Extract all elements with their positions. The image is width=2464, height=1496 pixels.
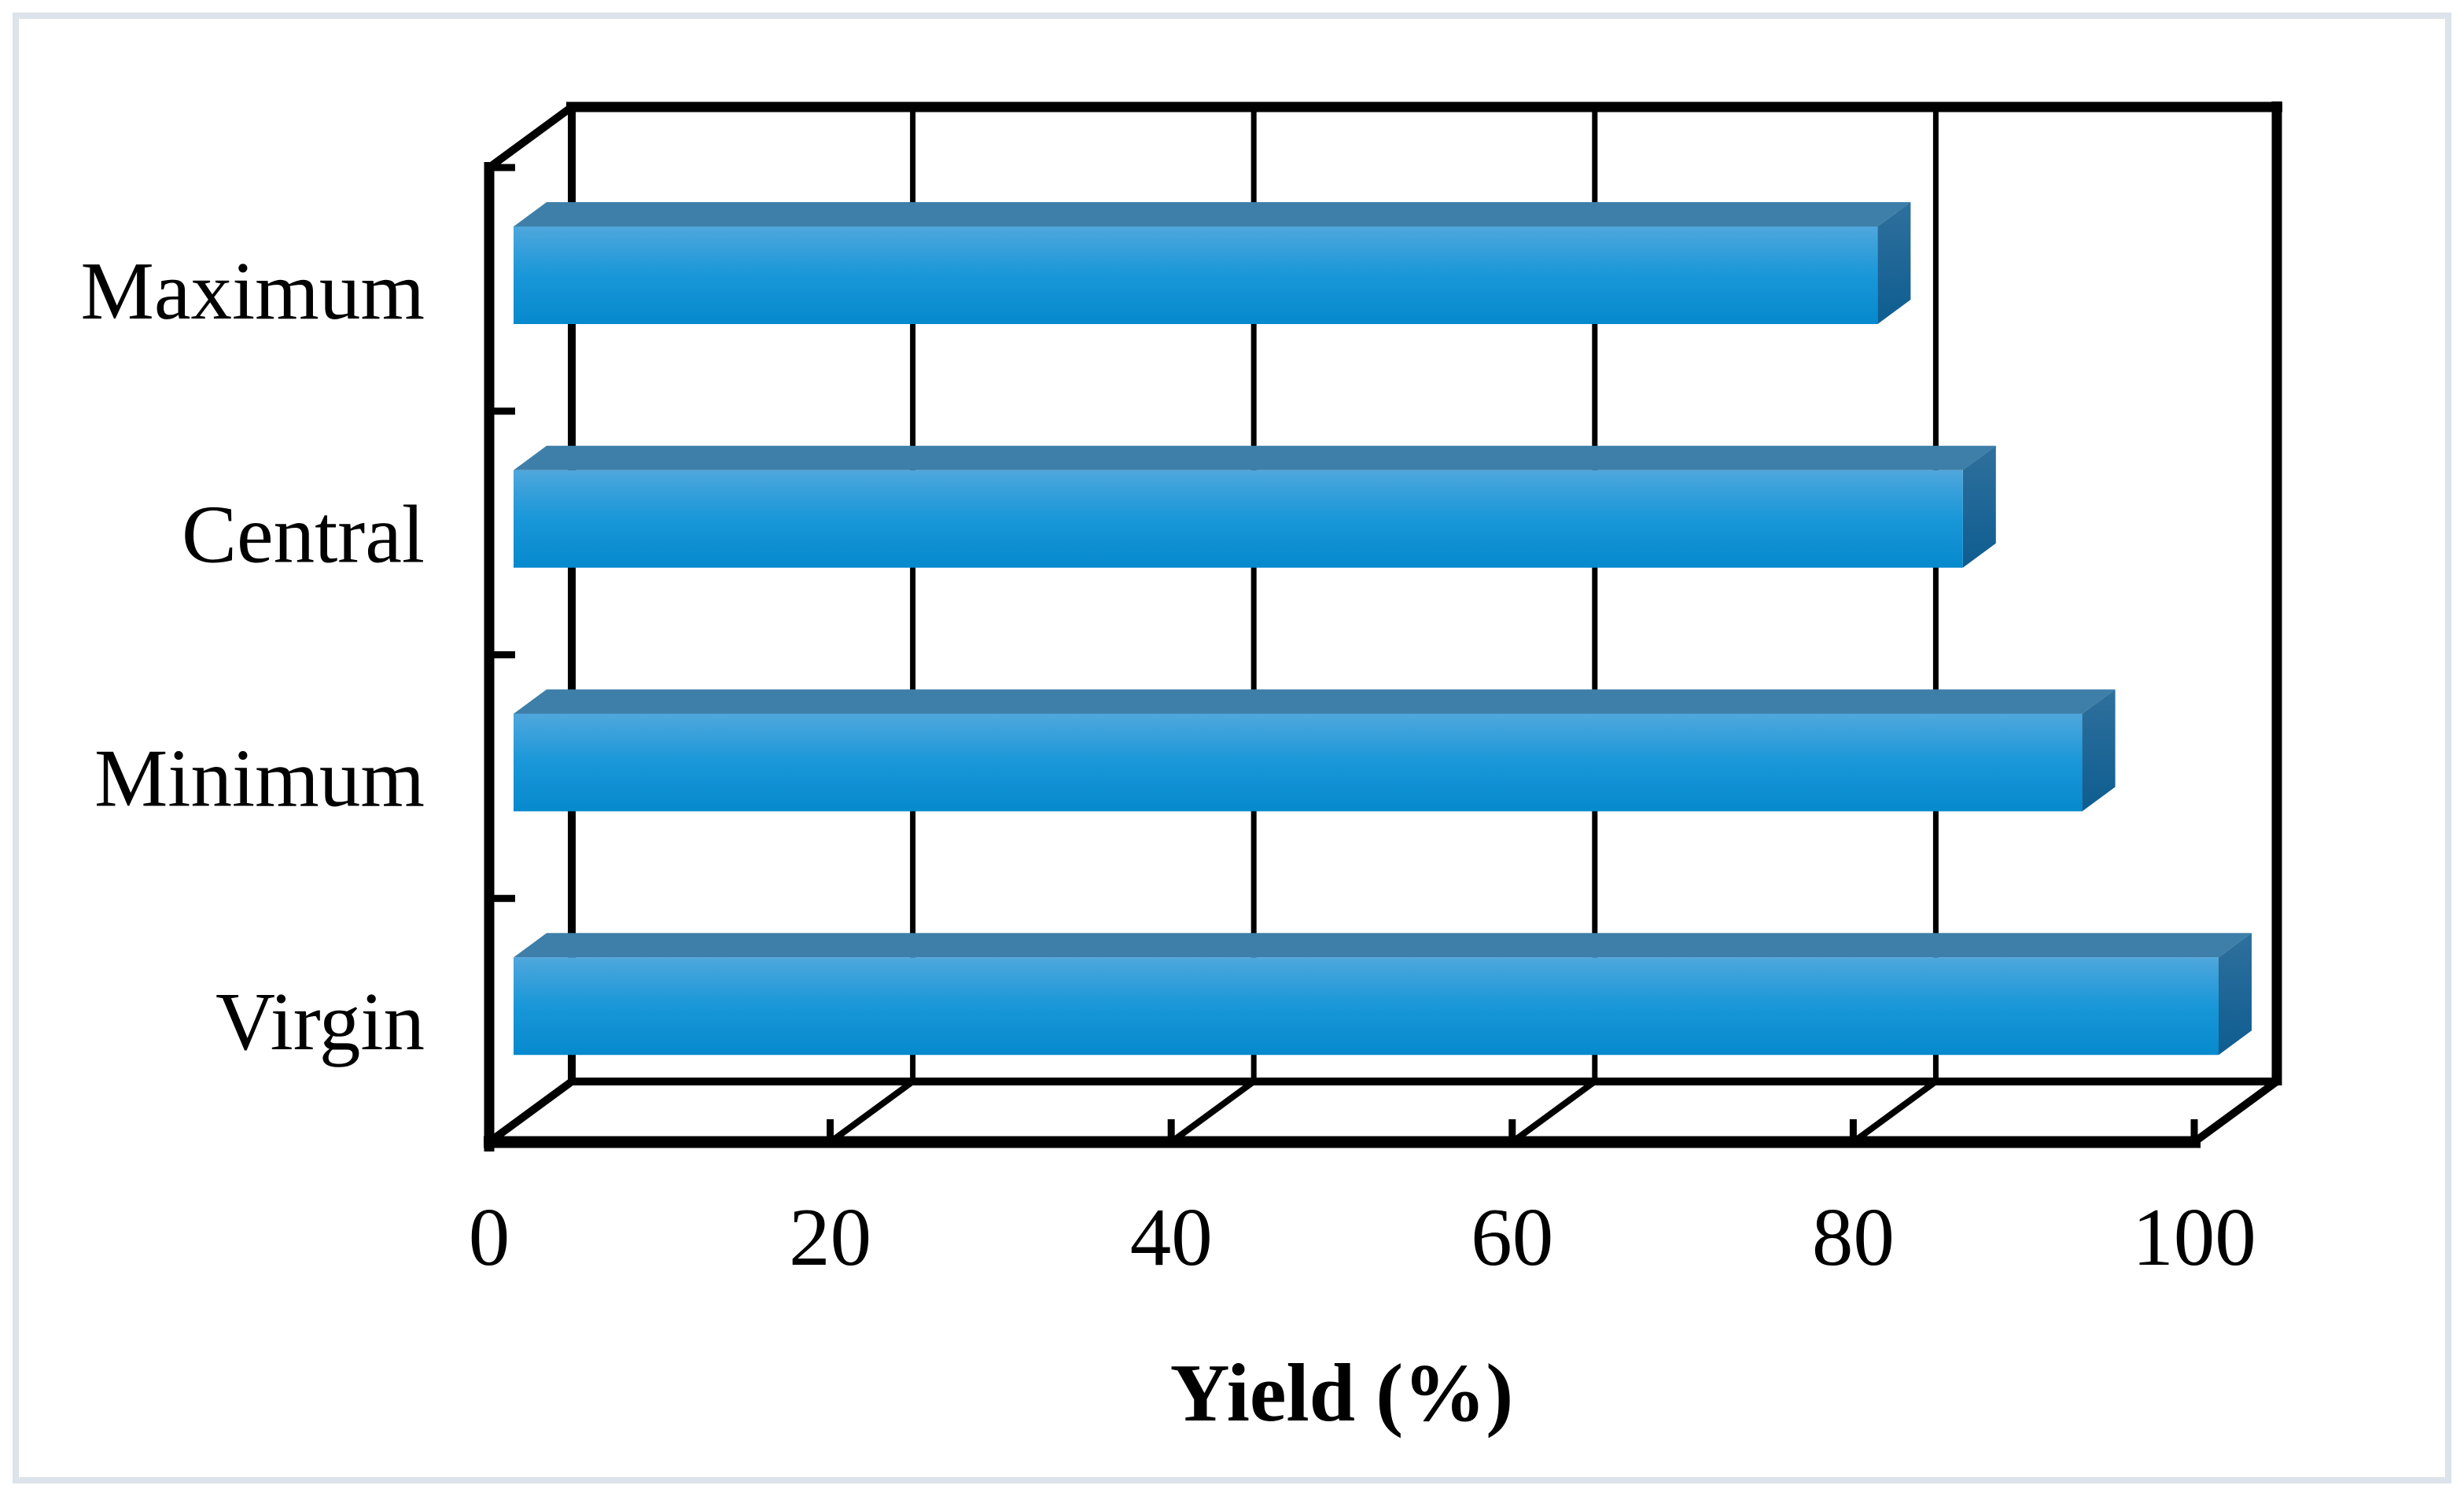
top-left-depth-line: [487, 103, 574, 171]
bar-front-face: [514, 470, 1963, 568]
bar-virgin: [514, 933, 2252, 1056]
bar-top-face: [514, 689, 2116, 714]
x-tick-label-100: 100: [2132, 1191, 2256, 1283]
bars: [514, 202, 2252, 1056]
floor-depth-line-40: [1169, 1078, 1256, 1145]
axes: [484, 162, 2201, 1151]
floor-depth-line-0: [487, 1078, 574, 1146]
x-axis-title: Yield (%): [1170, 1347, 1513, 1439]
bar-end-cap: [2219, 933, 2252, 1056]
x-tick-label-60: 60: [1471, 1191, 1553, 1283]
category-label-maximum: Maximum: [81, 245, 425, 337]
floor-depth-line-60: [1510, 1078, 1597, 1145]
bar-end-cap: [1962, 445, 1996, 568]
category-label-central: Central: [182, 488, 425, 580]
bar-end-cap: [1877, 202, 1911, 324]
bar-front-face: [514, 957, 2219, 1056]
floor-depth-line-100: [2192, 1078, 2279, 1146]
x-tick-label-80: 80: [1812, 1191, 1895, 1283]
bar-end-cap: [2082, 689, 2116, 812]
x-tick-label-40: 40: [1130, 1191, 1213, 1283]
floor: [487, 103, 2279, 1146]
category-label-minimum: Minimum: [94, 731, 425, 824]
bar-top-face: [514, 445, 1996, 470]
bar-front-face: [514, 713, 2083, 812]
x-tick-label-20: 20: [789, 1191, 871, 1283]
bar-front-face: [514, 227, 1878, 324]
x-tick-label-0: 0: [469, 1191, 510, 1283]
category-label-virgin: Virgin: [215, 975, 425, 1067]
bar-top-face: [514, 202, 1911, 227]
floor-depth-line-80: [1851, 1078, 1938, 1145]
bar-top-face: [514, 933, 2252, 958]
bar-central: [514, 445, 1996, 568]
labels: Maximum Central Minimum Virgin 0 20 40 60 80 100: [81, 245, 2256, 1283]
floor-depth-line-20: [828, 1078, 915, 1145]
bar-maximum: [514, 202, 1911, 324]
bar-minimum: [514, 689, 2116, 812]
